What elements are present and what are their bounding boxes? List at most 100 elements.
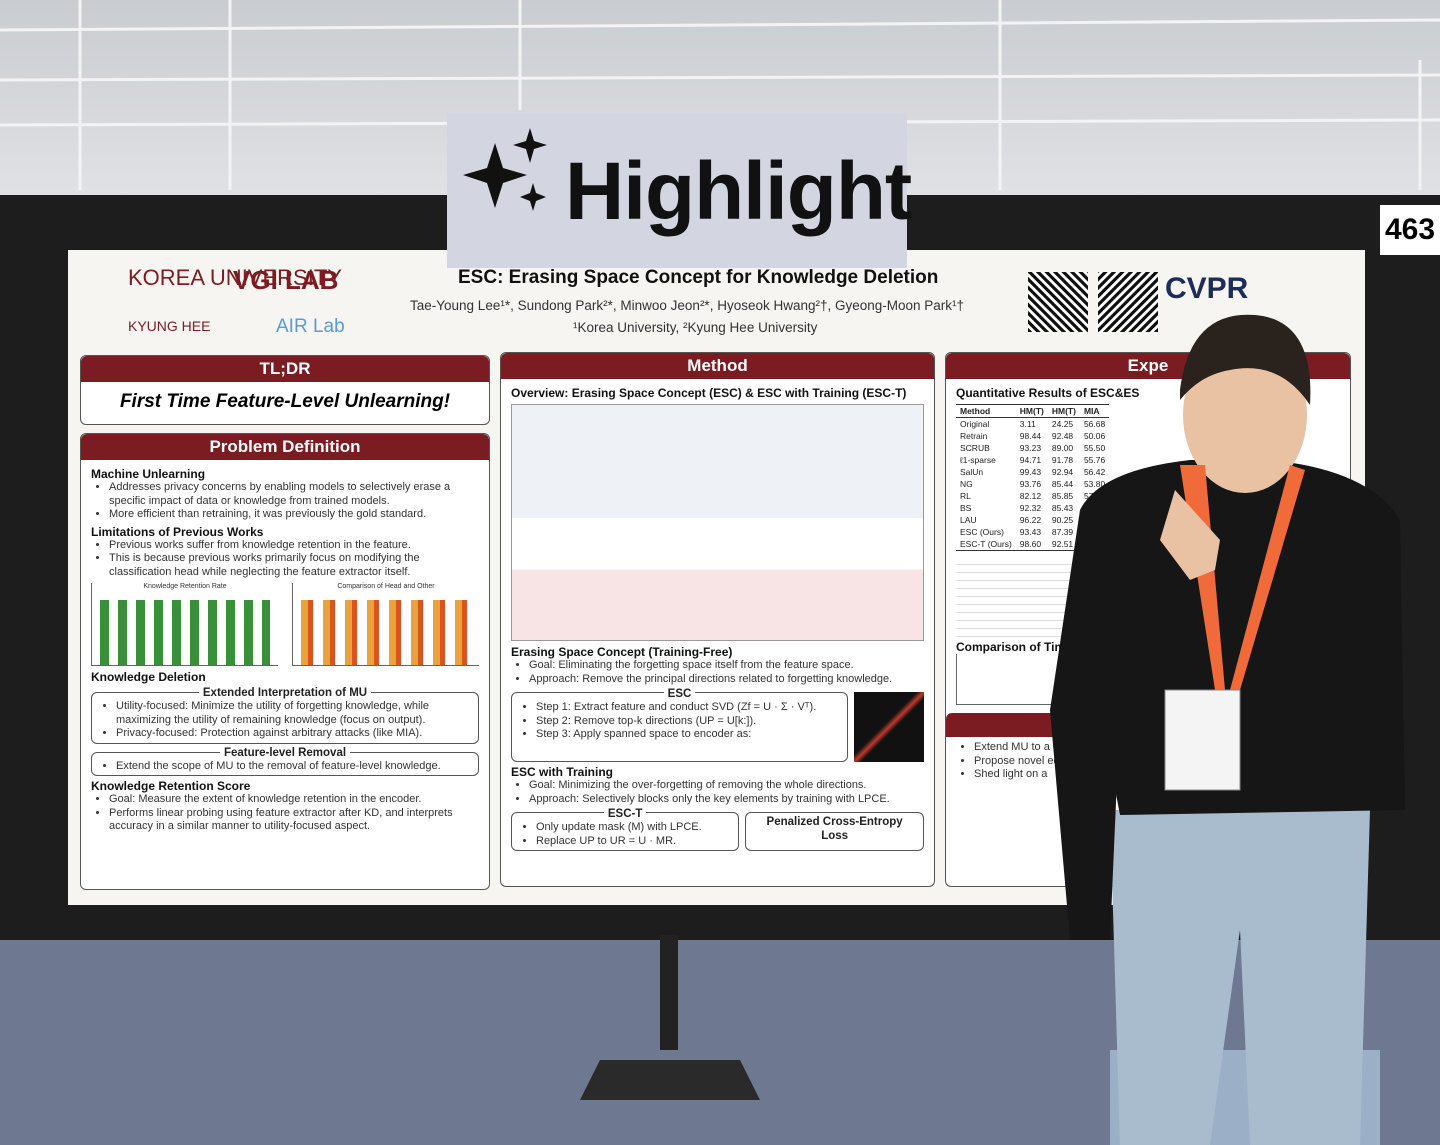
authors: Tae-Young Lee¹*, Sundong Park²*, Minwoo … [410,298,965,313]
table-cell: 87.39 [1051,527,1074,537]
sub-box-title: Feature-level Removal [219,745,351,760]
section-heading: Problem Definition [81,434,489,460]
table-cell: 99.43 [1019,467,1042,477]
logo: CVPR [1165,272,1249,305]
section-heading: Method [501,353,934,379]
sparkle-icon [463,128,547,211]
bullet-item: Utility-focused: Minimize the utility of… [116,700,472,727]
panel-body: Overview: Erasing Space Concept (ESC) & … [501,379,934,855]
box-row: ESCStep 1: Extract feature and conduct S… [511,687,924,762]
affiliations: ¹Korea University, ²Kyung Hee University [573,320,818,335]
loss-title: Penalized Cross-Entropy Loss [766,816,903,842]
table-cell: 93.23 [1019,443,1042,453]
section-heading: TL;DR [81,356,489,382]
stand-base [580,1060,760,1100]
overview: Overview: Erasing Space Concept (ESC) & … [511,386,907,400]
loss-box: Penalized Cross-Entropy Loss [745,812,924,851]
bullet-list: Step 1: Extract feature and conduct SVD … [518,701,841,742]
column-header: Method [956,404,1016,418]
logo: AIR Lab [276,316,345,337]
table-cell: RL [960,491,971,501]
booth-number: 463 [1380,205,1440,255]
bullet-item: Shed light on a [974,768,1340,782]
figure-bars [100,600,270,665]
bullet-item: Approach: Selectively blocks only the ke… [529,793,924,807]
table-header: Method HM(T) HM(T) MIA [956,404,1110,418]
table-cell: 93.76 [1019,479,1042,489]
bullet-item: Extend the scope of MU to the removal of… [116,760,472,774]
block-title: ESC with Training [511,765,614,779]
block-title: Knowledge Retention Score [91,779,251,793]
table-cell: 56.68 [1083,419,1106,429]
sub-box-title: ESC-T [603,807,647,821]
jeans [1110,810,1370,1145]
table-cell: 98.60 [1019,539,1042,549]
poster-title: ESC: Erasing Space Concept for Knowledge… [458,267,939,288]
block-title: Knowledge Deletion [91,670,206,684]
stand [660,935,678,1050]
sub-box-title: ESC [663,687,696,701]
figure-row: Knowledge Retention Rate Comparison of He… [91,583,479,666]
table-cell: SalUn [960,467,984,477]
timing-chart [956,654,1077,705]
bullet-item: Step 3: Apply spanned space to encoder a… [536,728,841,742]
hand [1160,490,1220,580]
sub-box: Extended Interpretation of MUUtility-foc… [91,686,479,744]
table-cell: ESC (Ours) [960,527,1004,537]
table-cell: ESC-T (Ours) [960,539,1012,549]
table-cell: 93.43 [1019,527,1042,537]
panel-body: Machine UnlearningAddresses privacy conc… [81,460,489,838]
bullet-list: Utility-focused: Minimize the utility of… [98,700,472,741]
table-cell: 24.25 [1051,419,1074,429]
table-cell: 82.12 [1019,491,1042,501]
table-cell: 85.43 [1051,503,1074,513]
bullet-list: Addresses privacy concerns by enabling m… [91,481,479,522]
bullet-item: This is because previous works primarily… [109,552,479,579]
bullet-list: Goal: Measure the extent of knowledge re… [91,793,479,834]
bullet-item: Step 1: Extract feature and conduct SVD … [536,701,841,715]
bullet-item: Privacy-focused: Protection against arbi… [116,727,472,741]
figure-bars [301,600,471,665]
table-cell: 56.42 [1083,467,1106,477]
table-row: NG 93.76 85.44 53.80 [956,478,1109,490]
table-cell: 92.32 [1019,503,1042,513]
block-title: Limitations of Previous Works [91,524,264,539]
bullet-item: Performs linear probing using feature ex… [109,807,479,834]
table-row: Original 3.11 24.25 56.68 [956,418,1109,431]
bullet-item: Step 2: Remove top-k directions (UP = U[… [536,715,841,729]
table-cell: Retrain [960,431,988,441]
table-cell: 92.51 [1051,539,1074,549]
bullet-item: Goal: Measure the extent of knowledge re… [109,793,479,807]
face [1183,337,1307,493]
table-cell: 94.71 [1019,455,1042,465]
sub-box: Feature-level RemovalExtend the scope of… [91,745,479,776]
qr-code [1028,272,1088,332]
logo: KYUNG HEE [128,318,211,334]
results-table: Method HM(T) HM(T) MIA Original 3.11 24.25 56.6… [956,404,1110,551]
badge [1164,689,1241,791]
hair [1180,314,1311,405]
table-cell: 50.06 [1083,431,1106,441]
figure: Knowledge Retention Rate [91,583,278,666]
table-cell: 90.25 [1051,515,1074,525]
figure-title: Knowledge Retention Rate [143,583,227,590]
table-row: SalUn 99.43 92.94 56.42 [956,466,1109,478]
table-cell: 55.50 [1083,443,1106,453]
sub-box-title: Extended Interpretation of MU [198,686,372,700]
table-cell: 85.44 [1051,479,1074,489]
sub-box: ESCStep 1: Extract feature and conduct S… [511,687,848,762]
tldr-text: First Time Feature-Level Unlearning! [119,391,451,412]
logo: KOREA UNIVERSITY [128,265,342,290]
table-cell: 3.11 [1019,419,1036,429]
problem-panel: Problem Definition Machine UnlearningAdd… [80,433,490,890]
method-figure [511,404,924,641]
method-panel: Method Overview: Erasing Space Concept (… [500,352,935,887]
table-cell: 89.00 [1051,443,1074,453]
table-cell: 92.94 [1051,467,1074,477]
bullet-item: Addresses privacy concerns by enabling m… [109,481,479,508]
figure-title: Comparison of Head and Other [337,583,435,590]
table-row: SCRUB 93.23 89.00 55.50 [956,442,1109,454]
bullet-item: More efficient than retraining, it was p… [109,508,479,522]
column-header: HM(T) [1015,404,1048,418]
bullet-list: Goal: Minimizing the over-forgetting of … [511,779,924,806]
